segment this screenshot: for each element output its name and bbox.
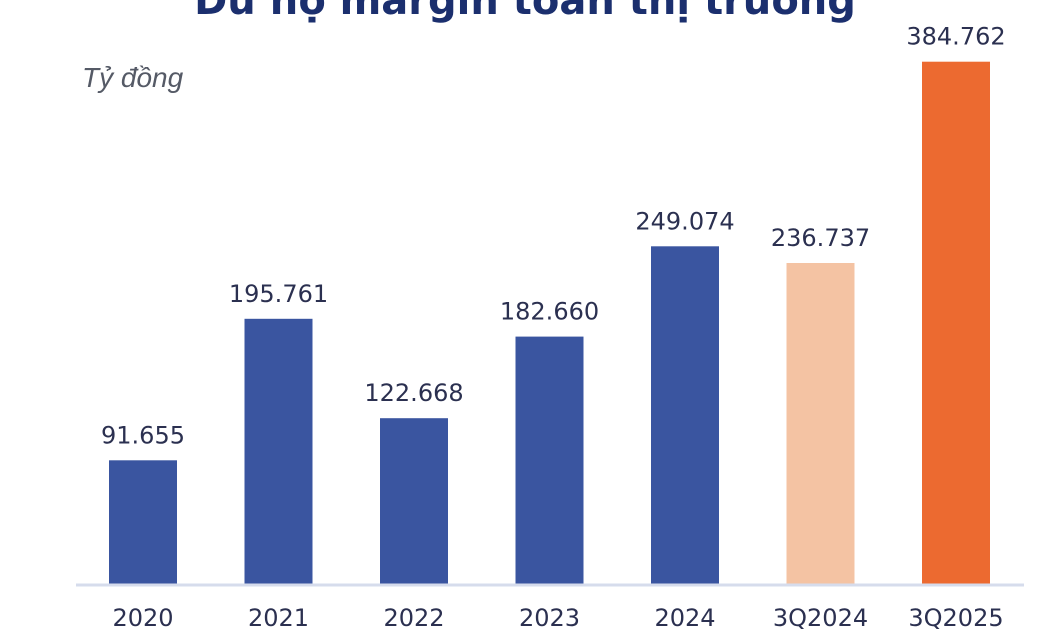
tick-labels-group: 2020 2021 2022 2023 2024 3Q2024 3Q2025 bbox=[112, 604, 1003, 630]
data-label-2020: 91.655 bbox=[101, 421, 185, 449]
bar-2020 bbox=[109, 460, 177, 585]
x-tick-label-2024: 2024 bbox=[654, 604, 715, 630]
chart-title: Dư nợ margin toàn thị trường bbox=[194, 0, 856, 24]
value-labels-group: 91.655 195.761 122.668 182.660 249.074 236.73… bbox=[101, 23, 1006, 450]
bar-2023 bbox=[515, 336, 584, 585]
x-tick-label-3Q2025: 3Q2025 bbox=[908, 604, 1003, 630]
data-label-2021: 195.761 bbox=[229, 280, 328, 308]
bar-2021 bbox=[244, 318, 313, 585]
x-tick-label-2022: 2022 bbox=[383, 604, 444, 630]
data-label-2022: 122.668 bbox=[364, 379, 463, 407]
y-axis-unit-label: Tỷ đồng bbox=[82, 62, 184, 93]
x-tick-label-2021: 2021 bbox=[248, 604, 309, 630]
bar-3Q2025 bbox=[922, 61, 990, 585]
data-label-2024: 249.074 bbox=[635, 207, 734, 235]
data-label-2023: 182.660 bbox=[500, 298, 599, 326]
data-label-3Q2025: 384.762 bbox=[906, 23, 1005, 51]
data-label-3Q2024: 236.737 bbox=[771, 224, 870, 252]
bars-group bbox=[109, 61, 990, 586]
x-tick-label-2020: 2020 bbox=[112, 604, 173, 630]
bar-2024 bbox=[651, 246, 719, 586]
x-tick-label-2023: 2023 bbox=[519, 604, 580, 630]
bar-3Q2024 bbox=[786, 263, 855, 585]
x-tick-label-3Q2024: 3Q2024 bbox=[773, 604, 868, 630]
bar-2022 bbox=[380, 418, 448, 585]
